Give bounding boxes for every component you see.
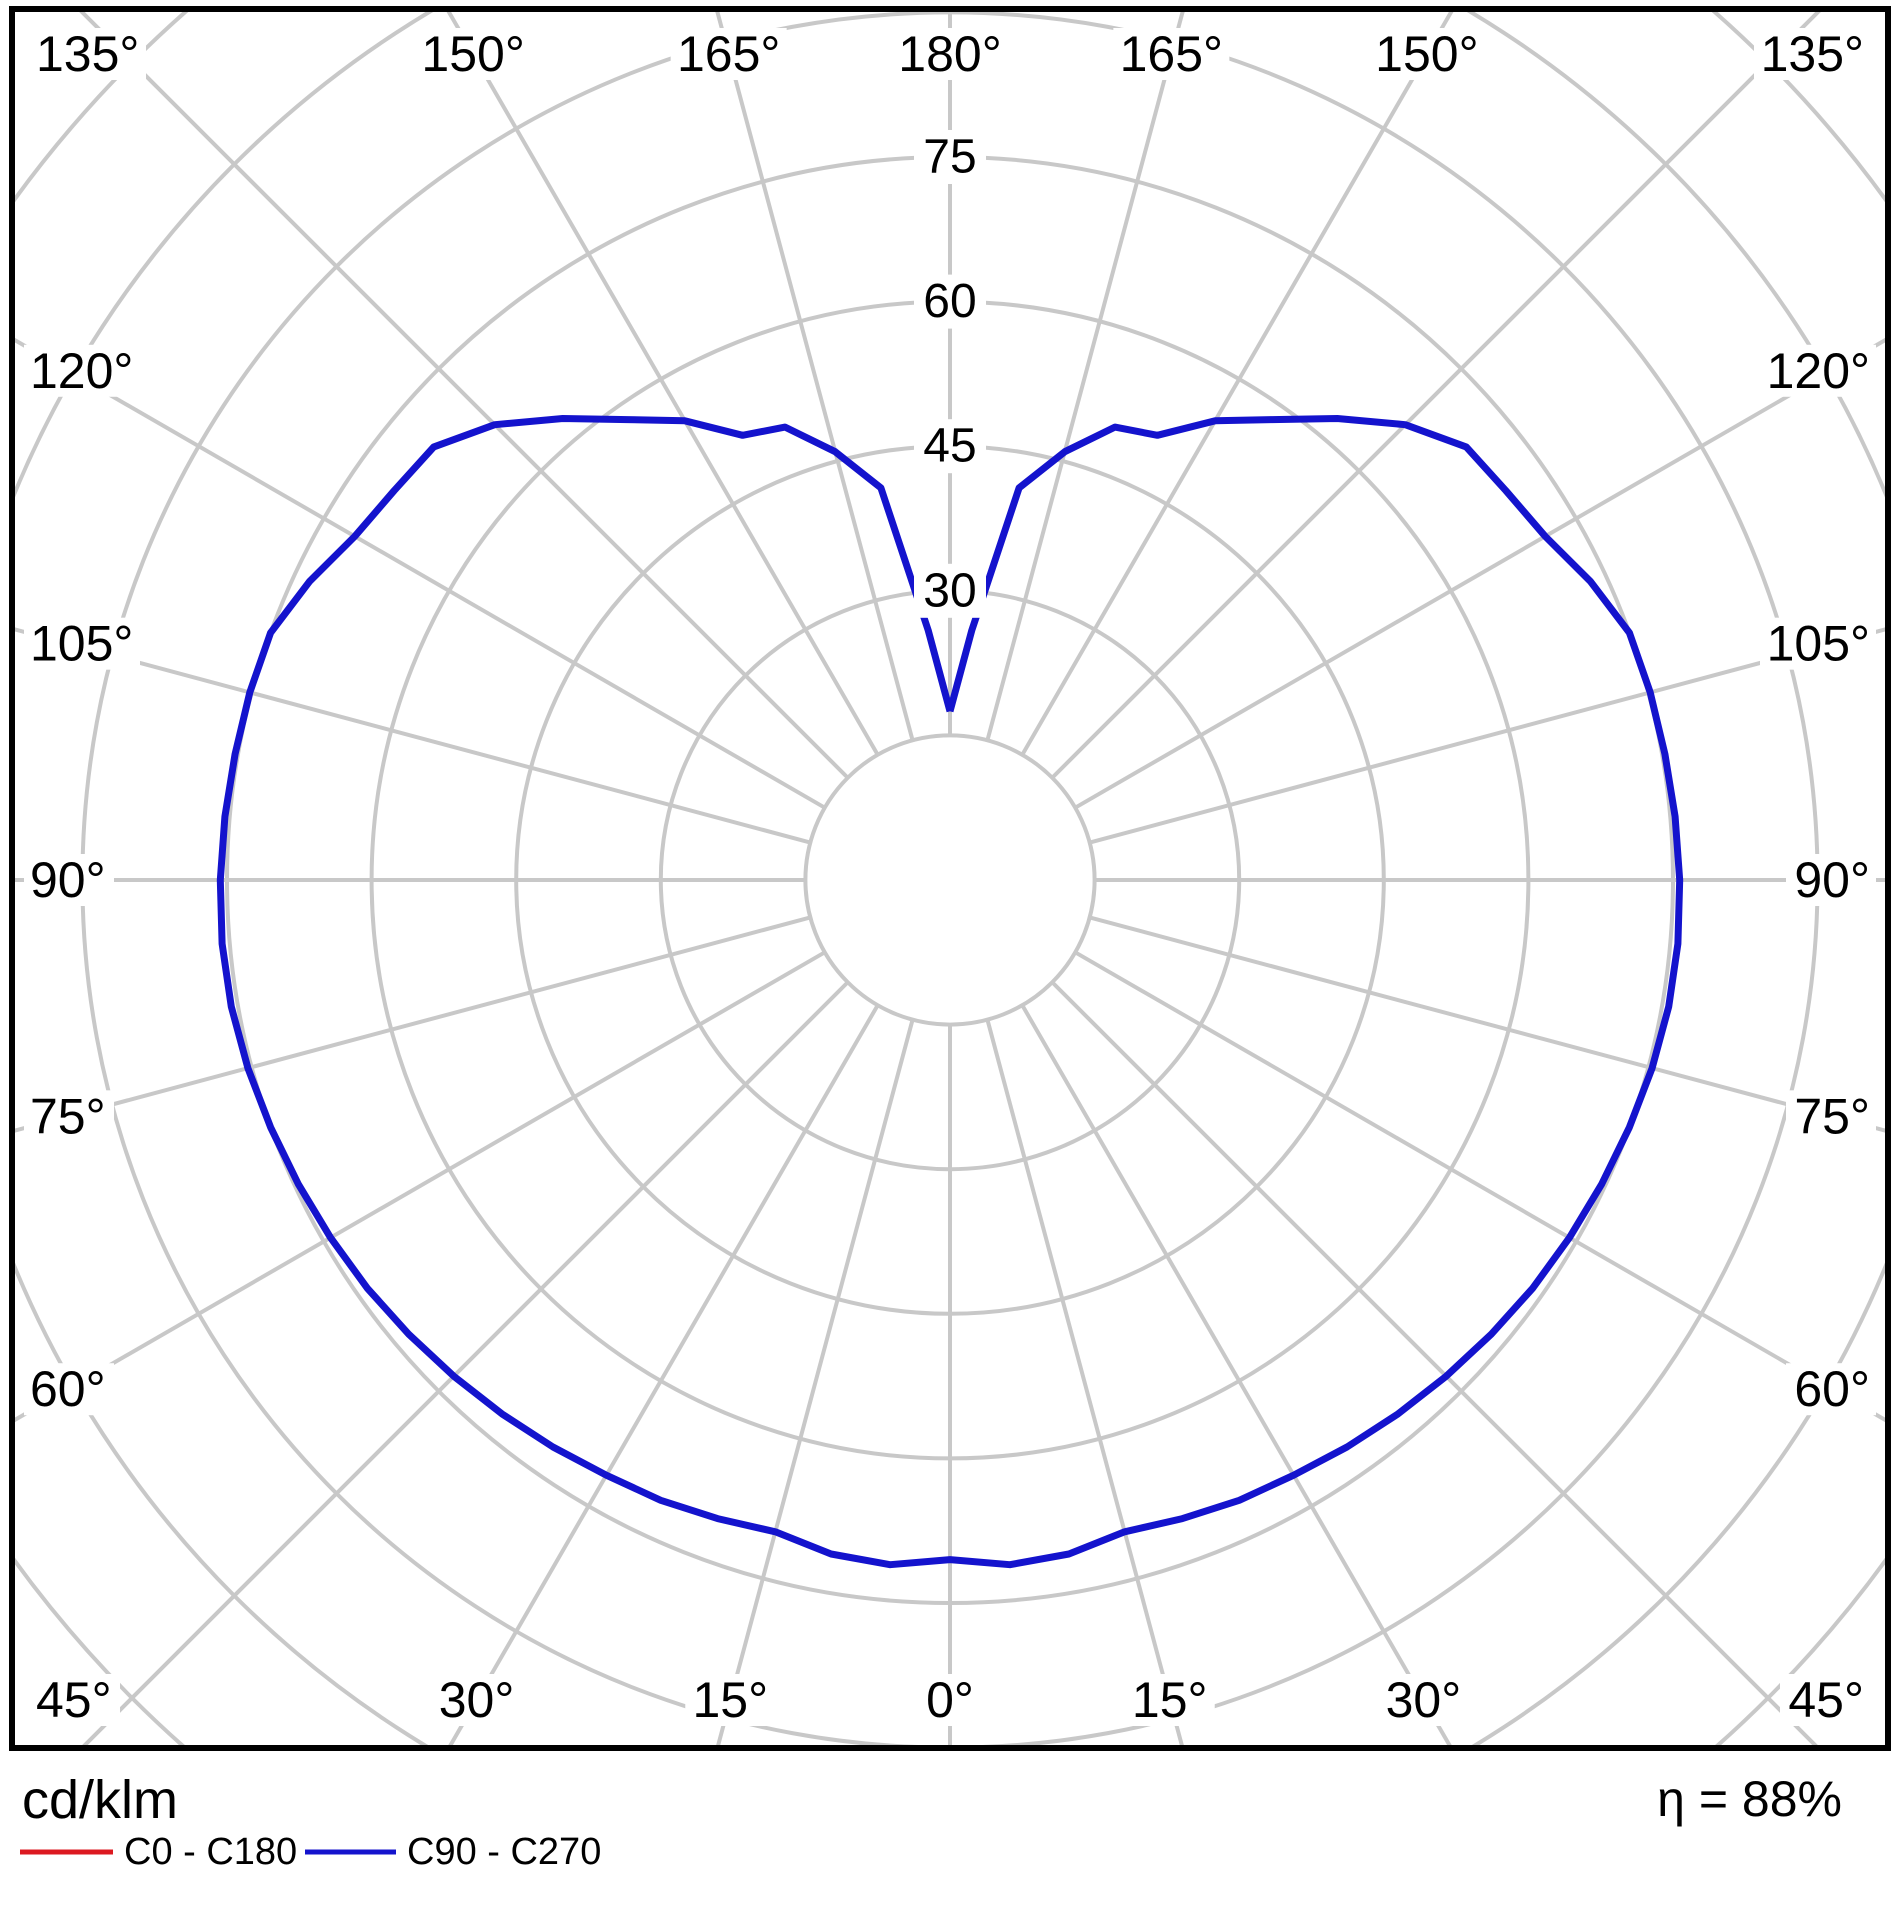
angle-label: 150° (1375, 26, 1478, 82)
ring-label-75: 75 (923, 131, 976, 184)
angle-label: 30° (1386, 1672, 1462, 1728)
grid-spoke-195 (715, 12, 915, 741)
c90-c270-curve (216, 415, 1684, 1569)
angle-label: 135° (36, 26, 139, 82)
angle-label-bg (415, 28, 532, 80)
angle-label-bg (1780, 1674, 1870, 1726)
angle-label: 15° (1132, 1672, 1208, 1728)
angle-label-bg (1760, 344, 1876, 397)
legend-c90-c270-label: C90 - C270 (407, 1831, 601, 1873)
angle-label: 60° (30, 1361, 106, 1417)
angle-label-bg (1124, 1674, 1215, 1726)
angle-label: 105° (1767, 616, 1870, 672)
grid-spoke-75 (1089, 915, 1885, 1133)
angle-label-bg (918, 1674, 982, 1726)
grid-spoke-210 (446, 12, 880, 756)
angle-label-bg (24, 617, 140, 670)
angle-label: 75° (30, 1088, 106, 1144)
ring-label-30: 30 (923, 564, 976, 617)
grid-spoke-30 (1020, 1004, 1452, 1745)
angle-label: 75° (1794, 1088, 1870, 1144)
grid-spoke-225 (79, 12, 850, 780)
grid-spoke-105 (1089, 627, 1885, 845)
ring-value-labels: 30 45 60 75 (914, 130, 986, 618)
angle-label-bg (1113, 28, 1230, 80)
efficiency-label: η = 88% (1657, 1771, 1842, 1827)
angle-labels: 0° 15° 15° 30° 30° 45° 45° 60° 60° 75° 75° 90° 90° 10… (24, 26, 1876, 1728)
ring-label-bg (914, 130, 986, 184)
angle-label: 120° (30, 343, 133, 399)
plot-frame (9, 6, 1891, 1751)
angle-label-bg (1786, 1363, 1876, 1416)
angle-label-bg (24, 1090, 114, 1143)
angle-label-bg (24, 344, 140, 397)
grid-spoke-120 (1074, 337, 1885, 810)
ring-label-60: 60 (923, 275, 976, 328)
angle-label: 60° (1794, 1361, 1870, 1417)
angle-label-bg (892, 28, 1008, 80)
angle-label: 135° (1761, 26, 1864, 82)
ring-label-45: 45 (923, 420, 976, 473)
angle-label-bg (685, 1674, 776, 1726)
grid-spoke-150 (1020, 12, 1454, 756)
angle-label-bg (30, 1674, 120, 1726)
angle-label: 105° (30, 616, 133, 672)
grid-spoke-255 (15, 627, 811, 845)
angle-label: 15° (692, 1672, 768, 1728)
angle-label-bg (1786, 1090, 1876, 1143)
angle-label-bg (670, 28, 787, 80)
grid-spoke-240 (15, 337, 826, 810)
angle-label-bg (431, 1674, 522, 1726)
angle-label: 0° (926, 1672, 974, 1728)
angle-label-bg (1368, 28, 1485, 80)
angle-label: 45° (1788, 1672, 1864, 1728)
angle-label: 150° (421, 26, 524, 82)
angle-label-bg (1786, 854, 1876, 906)
grid-spoke-165 (985, 12, 1185, 741)
grid-spoke-285 (15, 915, 811, 1133)
ring-label-bg (914, 563, 986, 618)
grid-spoke-45 (1050, 980, 1818, 1745)
grid-spoke-135 (1050, 12, 1821, 780)
grid-spoke-330 (448, 1004, 880, 1745)
legend-c0-c180-label: C0 - C180 (124, 1831, 297, 1873)
grid-spoke-60 (1074, 950, 1885, 1423)
angle-label: 90° (30, 852, 106, 908)
angle-label-bg (24, 854, 114, 906)
angle-label-bg (1754, 28, 1870, 80)
angle-label: 90° (1794, 852, 1870, 908)
angle-label-bg (30, 28, 146, 80)
angle-label-bg (24, 1363, 114, 1416)
legend: C0 - C180 C90 - C270 (20, 1831, 601, 1873)
angle-label: 120° (1767, 343, 1870, 399)
ring-label-bg (914, 419, 986, 474)
angle-label: 165° (1120, 26, 1223, 82)
angle-label: 180° (898, 26, 1001, 82)
angle-label: 45° (36, 1672, 112, 1728)
angle-label-bg (1378, 1674, 1469, 1726)
angle-label-bg (1760, 617, 1876, 670)
intensity-curves (216, 415, 1684, 1569)
unit-label: cd/klm (22, 1770, 178, 1830)
angle-label: 165° (677, 26, 780, 82)
ring-label-bg (914, 274, 986, 329)
grid-spoke-315 (82, 980, 850, 1745)
grid-spoke-300 (15, 950, 826, 1423)
angle-label: 30° (439, 1672, 515, 1728)
